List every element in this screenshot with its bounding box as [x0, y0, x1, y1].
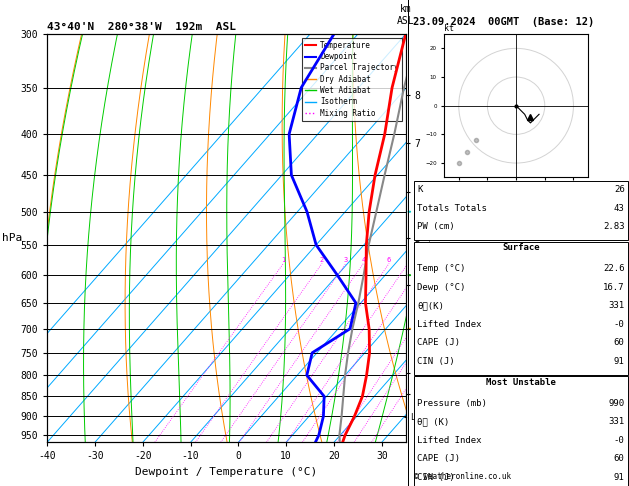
- Text: 1: 1: [281, 258, 286, 263]
- Text: 2.83: 2.83: [603, 222, 625, 231]
- Text: 3: 3: [344, 258, 348, 263]
- Legend: Temperature, Dewpoint, Parcel Trajectory, Dry Adiabat, Wet Adiabat, Isotherm, Mi: Temperature, Dewpoint, Parcel Trajectory…: [302, 38, 402, 121]
- Text: CIN (J): CIN (J): [417, 357, 455, 366]
- Text: θᴄ (K): θᴄ (K): [417, 417, 449, 427]
- Text: Most Unstable: Most Unstable: [486, 378, 556, 387]
- Text: km
ASL: km ASL: [397, 4, 415, 26]
- Text: Temp (°C): Temp (°C): [417, 264, 465, 274]
- Text: -0: -0: [614, 436, 625, 445]
- Text: 23.09.2024  00GMT  (Base: 12): 23.09.2024 00GMT (Base: 12): [413, 17, 594, 27]
- Text: θᴄ(K): θᴄ(K): [417, 301, 444, 311]
- Text: hPa: hPa: [2, 233, 22, 243]
- Text: 91: 91: [614, 473, 625, 482]
- Text: 43: 43: [614, 204, 625, 213]
- Text: 331: 331: [608, 417, 625, 427]
- Text: CIN (J): CIN (J): [417, 473, 455, 482]
- Text: LCL: LCL: [410, 413, 425, 422]
- Text: -0: -0: [614, 320, 625, 329]
- Text: CAPE (J): CAPE (J): [417, 454, 460, 464]
- Text: Lifted Index: Lifted Index: [417, 320, 482, 329]
- Text: 26: 26: [614, 185, 625, 194]
- Text: PW (cm): PW (cm): [417, 222, 455, 231]
- Text: 60: 60: [614, 454, 625, 464]
- Text: 22.6: 22.6: [603, 264, 625, 274]
- Text: 4: 4: [361, 258, 365, 263]
- Text: 2: 2: [320, 258, 324, 263]
- Text: CAPE (J): CAPE (J): [417, 338, 460, 347]
- Text: Pressure (mb): Pressure (mb): [417, 399, 487, 408]
- Text: Dewp (°C): Dewp (°C): [417, 283, 465, 292]
- X-axis label: Dewpoint / Temperature (°C): Dewpoint / Temperature (°C): [135, 467, 318, 477]
- Text: 6: 6: [387, 258, 391, 263]
- Text: kt: kt: [445, 24, 454, 33]
- Text: 16.7: 16.7: [603, 283, 625, 292]
- Text: 60: 60: [614, 338, 625, 347]
- Text: K: K: [417, 185, 423, 194]
- Text: Surface: Surface: [502, 243, 540, 253]
- Text: 43°40'N  280°38'W  192m  ASL: 43°40'N 280°38'W 192m ASL: [47, 22, 236, 32]
- Y-axis label: Mixing Ratio (g/kg): Mixing Ratio (g/kg): [428, 182, 438, 294]
- Text: © weatheronline.co.uk: © weatheronline.co.uk: [414, 472, 511, 481]
- Text: 990: 990: [608, 399, 625, 408]
- Text: 331: 331: [608, 301, 625, 311]
- Text: 91: 91: [614, 357, 625, 366]
- Text: Totals Totals: Totals Totals: [417, 204, 487, 213]
- Text: Lifted Index: Lifted Index: [417, 436, 482, 445]
